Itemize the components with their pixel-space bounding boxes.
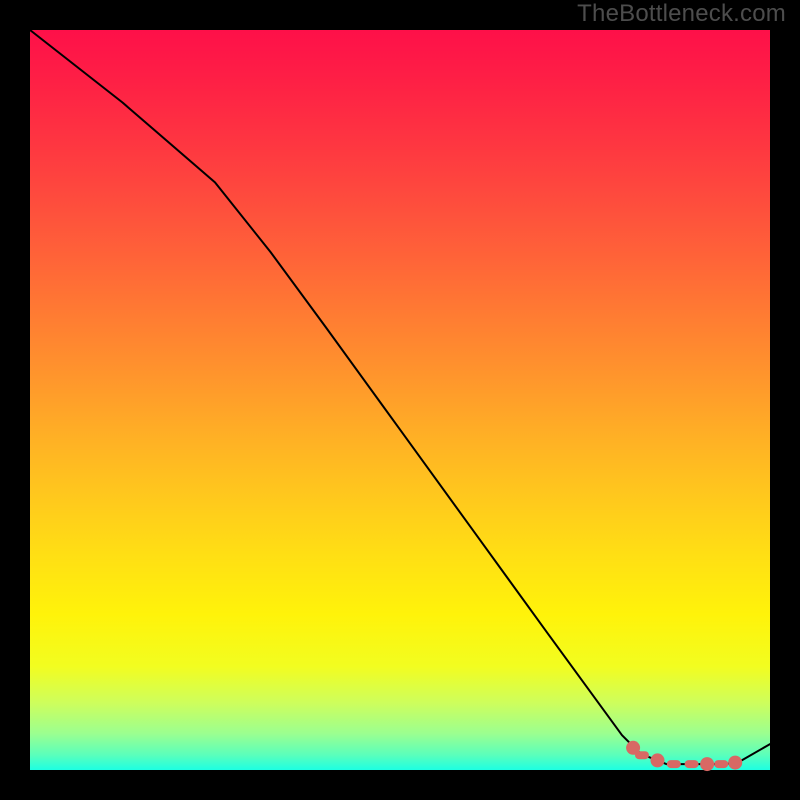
marker xyxy=(667,760,681,768)
marker xyxy=(651,753,665,767)
marker xyxy=(714,760,728,768)
chart-svg xyxy=(0,0,800,800)
marker xyxy=(685,760,699,768)
marker xyxy=(635,751,649,759)
marker xyxy=(728,756,742,770)
watermark-text: TheBottleneck.com xyxy=(577,0,786,28)
marker xyxy=(700,757,714,771)
chart-canvas: TheBottleneck.com xyxy=(0,0,800,800)
plot-background xyxy=(30,30,770,770)
